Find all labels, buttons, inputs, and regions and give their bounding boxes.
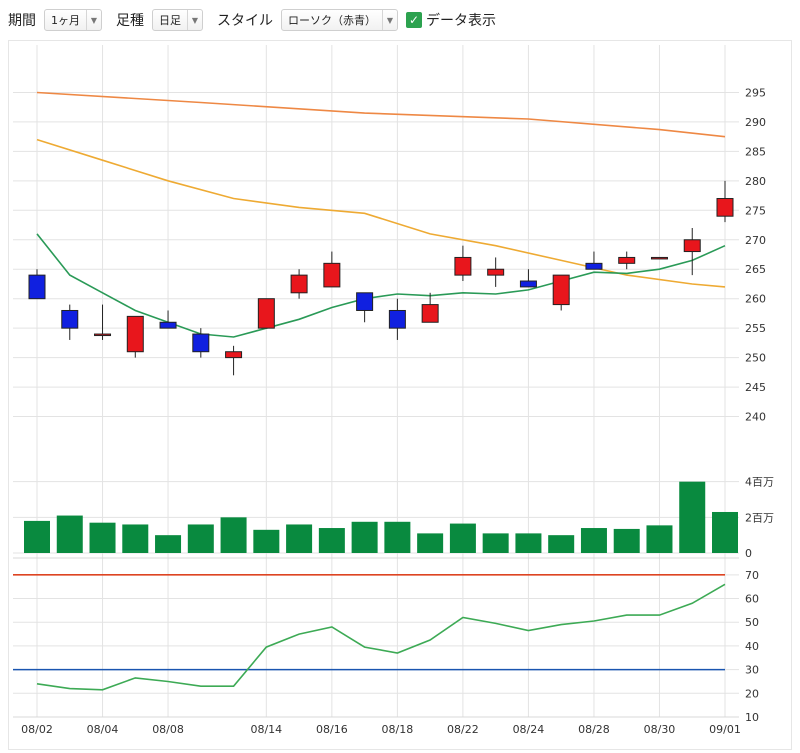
- price-tick-label: 265: [745, 263, 766, 276]
- candle-body: [519, 280, 537, 288]
- x-tick-label: 08/16: [316, 723, 348, 736]
- volume-bar: [548, 535, 575, 553]
- candle-body: [126, 315, 144, 353]
- oscillator-tick-label: 70: [745, 569, 759, 582]
- candle-body: [257, 298, 275, 329]
- price-tick-label: 240: [745, 411, 766, 424]
- price-tick-label: 290: [745, 116, 766, 129]
- candle-body: [487, 268, 505, 276]
- volume-bar: [89, 522, 116, 553]
- price-tick-label: 250: [745, 352, 766, 365]
- volume-bar: [646, 525, 673, 553]
- price-tick-label: 245: [745, 381, 766, 394]
- candle-type-label: 足種: [116, 13, 144, 29]
- stock-chart: 240 245 250 255 260 265 270 275 280 285 290 295 0 2百万…: [13, 45, 774, 736]
- price-tick-label: 270: [745, 234, 766, 247]
- chevron-down-icon: ▼: [86, 10, 101, 30]
- candle-body: [323, 262, 341, 288]
- period-select[interactable]: 1ヶ月 ▼: [44, 9, 102, 31]
- moving-average-line: [36, 138, 726, 288]
- oscillator-tick-label: 50: [745, 616, 759, 629]
- style-select[interactable]: ローソク（赤青） ▼: [281, 9, 398, 31]
- volume-bar: [220, 517, 247, 553]
- price-tick-label: 295: [745, 86, 766, 99]
- volume-bar: [384, 521, 411, 553]
- chart-area: 240 245 250 255 260 265 270 275 280 285 290 295 0 2百万…: [8, 40, 792, 750]
- x-tick-label: 08/14: [250, 723, 282, 736]
- price-tick-label: 275: [745, 204, 766, 217]
- candle-type-select[interactable]: 日足 ▼: [152, 9, 203, 31]
- volume-tick-label: 2百万: [745, 511, 774, 524]
- style-select-value: ローソク（赤青）: [288, 14, 376, 27]
- volume-bar: [286, 524, 313, 553]
- x-tick-label: 08/08: [152, 723, 184, 736]
- chevron-down-icon: ▼: [382, 10, 397, 30]
- volume-bar: [122, 524, 149, 553]
- oscillator-tick-label: 30: [745, 664, 759, 677]
- period-select-value: 1ヶ月: [51, 14, 80, 27]
- candle-body: [28, 274, 46, 300]
- x-tick-label: 08/28: [578, 723, 610, 736]
- candle-body: [585, 262, 603, 270]
- candle-type-select-value: 日足: [159, 14, 181, 27]
- volume-bar: [187, 524, 214, 553]
- volume-bar: [253, 529, 280, 553]
- moving-average-line: [36, 91, 726, 138]
- volume-bar: [679, 481, 706, 553]
- x-tick-label: 08/30: [644, 723, 676, 736]
- candle-body: [650, 256, 668, 260]
- x-tick-label: 08/02: [21, 723, 53, 736]
- candle-body: [290, 274, 308, 294]
- chevron-down-icon: ▼: [187, 10, 202, 30]
- volume-bar: [482, 533, 509, 553]
- candle-body: [683, 239, 701, 253]
- candle-body: [94, 333, 112, 337]
- oscillator-tick-label: 40: [745, 640, 759, 653]
- volume-bar: [56, 515, 83, 553]
- candle-body: [454, 256, 472, 276]
- oscillator-tick-label: 10: [745, 711, 759, 724]
- price-tick-label: 260: [745, 293, 766, 306]
- period-label: 期間: [8, 13, 36, 29]
- volume-bar: [155, 535, 182, 553]
- candle-body: [192, 333, 210, 353]
- x-tick-label: 08/18: [382, 723, 414, 736]
- price-tick-label: 255: [745, 322, 766, 335]
- volume-tick-label: 0: [745, 547, 752, 560]
- price-tick-label: 285: [745, 145, 766, 158]
- data-display-checkbox[interactable]: ✓: [406, 12, 422, 28]
- style-label: スタイル: [217, 13, 273, 29]
- volume-bar: [613, 528, 640, 553]
- moving-average-line: [36, 233, 726, 338]
- candle-body: [61, 309, 79, 329]
- x-tick-label: 09/01: [709, 723, 741, 736]
- data-display-label: データ表示: [426, 13, 496, 29]
- oscillator-tick-label: 20: [745, 687, 759, 700]
- checkmark-icon: ✓: [408, 13, 420, 27]
- candle-body: [159, 321, 177, 329]
- candle-body: [716, 198, 734, 217]
- candle-body: [356, 292, 374, 311]
- x-tick-label: 08/24: [513, 723, 545, 736]
- oscillator-tick-label: 60: [745, 593, 759, 606]
- candle-body: [618, 256, 636, 264]
- volume-bar: [515, 533, 542, 553]
- x-tick-label: 08/04: [87, 723, 119, 736]
- price-tick-label: 280: [745, 175, 766, 188]
- candle-body: [552, 274, 570, 306]
- volume-bar: [318, 528, 345, 553]
- x-tick-label: 08/22: [447, 723, 479, 736]
- chart-toolbar: 期間 1ヶ月 ▼ 足種 日足 ▼ スタイル ローソク（赤青） ▼ ✓ データ表示: [0, 0, 800, 40]
- volume-bar: [580, 528, 607, 553]
- volume-tick-label: 4百万: [745, 476, 774, 489]
- volume-bar: [24, 520, 50, 553]
- volume-bar: [417, 533, 444, 553]
- volume-bar: [449, 523, 476, 553]
- volume-bar: [351, 521, 378, 553]
- volume-bar: [712, 511, 738, 553]
- oscillator-line: [36, 583, 726, 691]
- candle-body: [421, 304, 439, 323]
- candle-body: [388, 309, 406, 329]
- candle-body: [225, 351, 243, 359]
